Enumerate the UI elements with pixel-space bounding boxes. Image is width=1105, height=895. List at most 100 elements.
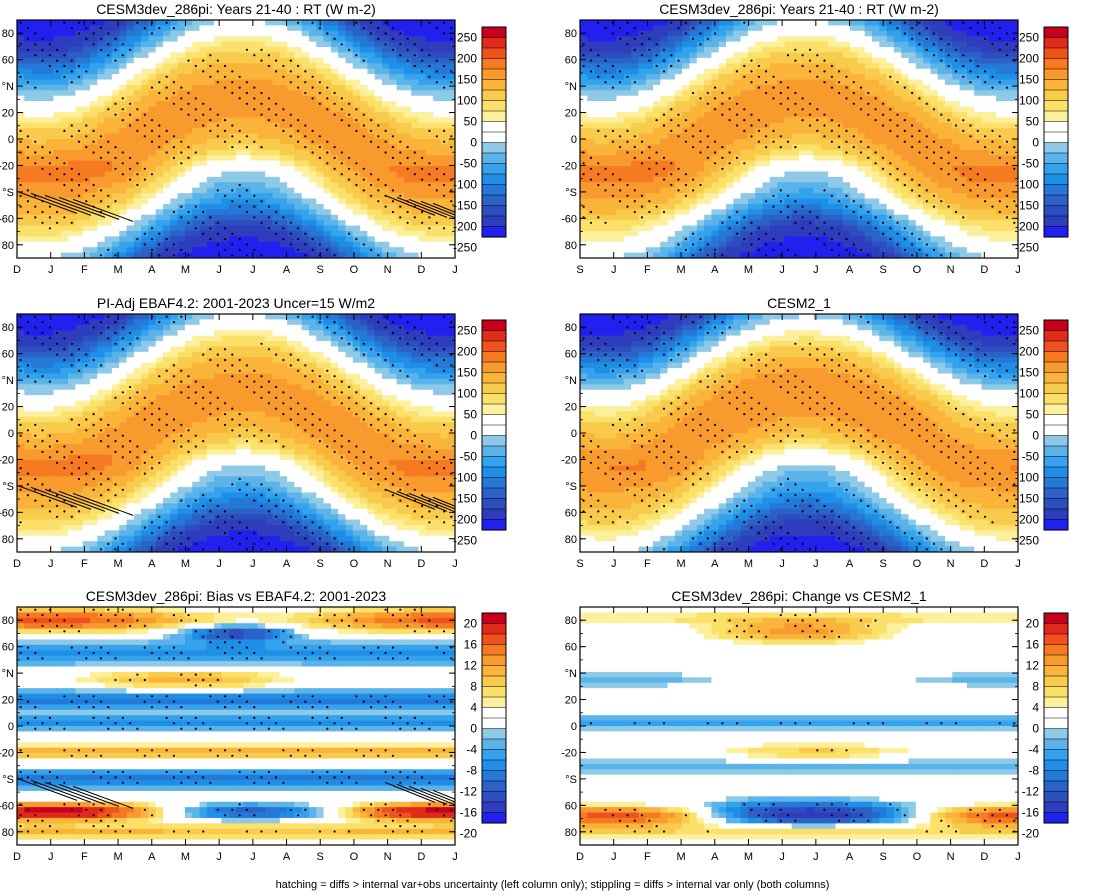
heatmap-cell <box>316 128 325 135</box>
heatmap-cell <box>440 117 449 124</box>
heatmap-cell <box>674 225 683 232</box>
heatmap-cell <box>769 106 778 113</box>
heatmap-cell <box>177 176 186 183</box>
heatmap-cell <box>762 139 771 146</box>
heatmap-cell <box>850 20 858 27</box>
heatmap-cell <box>126 171 135 178</box>
heatmap-cell <box>718 182 727 189</box>
heatmap-cell <box>367 57 376 64</box>
colorbar-swatch <box>481 163 507 175</box>
heatmap-cell <box>447 182 455 189</box>
stipple-dot <box>391 200 394 203</box>
heatmap-cell <box>345 225 354 232</box>
heatmap-cell <box>265 36 274 43</box>
heatmap-cell <box>243 214 252 221</box>
heatmap-cell <box>674 247 683 254</box>
heatmap-cell <box>17 101 25 108</box>
heatmap-cell <box>777 36 785 43</box>
heatmap-cell <box>221 176 230 183</box>
heatmap-cell <box>68 198 76 205</box>
stipple-dot <box>370 119 373 122</box>
stipple-dot <box>194 108 197 111</box>
heatmap-cell <box>177 230 186 237</box>
heatmap-cell <box>418 139 427 146</box>
heatmap-cell <box>601 209 610 216</box>
heatmap-cell <box>279 57 288 64</box>
stipple-dot <box>216 232 219 235</box>
heatmap-cell <box>272 171 281 178</box>
heatmap-cell <box>184 122 193 129</box>
stipple-dot <box>209 108 212 111</box>
heatmap-cell <box>828 122 837 129</box>
heatmap-cell <box>68 214 76 221</box>
colorbar-swatch <box>481 142 507 154</box>
heatmap-cell <box>82 155 91 162</box>
stipple-dot <box>340 97 343 100</box>
heatmap-cell <box>374 68 383 75</box>
heatmap-cell <box>674 139 683 146</box>
heatmap-cell <box>447 47 455 54</box>
heatmap-cell <box>236 30 244 37</box>
heatmap-cell <box>755 166 764 173</box>
heatmap-cell <box>257 176 266 183</box>
heatmap-cell <box>97 171 106 178</box>
heatmap-cell <box>133 36 142 43</box>
heatmap-cell <box>425 236 434 243</box>
heatmap-cell <box>609 41 618 48</box>
stipple-dot <box>150 238 154 241</box>
heatmap-cell <box>163 230 171 237</box>
heatmap-cell <box>75 36 84 43</box>
heatmap-cell <box>711 155 720 162</box>
stipple-dot <box>311 129 314 132</box>
heatmap-cell <box>813 193 822 200</box>
heatmap-cell <box>221 198 230 205</box>
heatmap-cell <box>740 166 749 173</box>
heatmap-cell <box>199 182 208 189</box>
heatmap-cell <box>177 36 186 43</box>
heatmap-cell <box>609 57 618 64</box>
heatmap-cell <box>155 57 164 64</box>
heatmap-cell <box>418 171 427 178</box>
heatmap-cell <box>352 230 361 237</box>
stipple-dot <box>289 113 292 116</box>
heatmap-cell <box>279 203 288 210</box>
heatmap-cell <box>75 214 84 221</box>
heatmap-cell <box>17 90 25 97</box>
heatmap-cell <box>250 236 259 243</box>
heatmap-cell <box>638 25 647 32</box>
heatmap-cell <box>667 203 676 210</box>
heatmap-cell <box>433 101 441 108</box>
heatmap-cell <box>360 117 368 124</box>
colorbar-label: -150 <box>453 199 477 213</box>
heatmap-cell <box>733 236 742 243</box>
stipple-dot <box>370 21 373 24</box>
heatmap-cell <box>835 182 844 189</box>
heatmap-cell <box>653 74 661 81</box>
heatmap-cell <box>104 128 113 135</box>
heatmap-cell <box>616 122 625 129</box>
heatmap-cell <box>228 160 237 167</box>
heatmap-cell <box>265 30 274 37</box>
heatmap-cell <box>184 198 193 205</box>
heatmap-cell <box>184 230 193 237</box>
heatmap-cell <box>38 95 47 102</box>
heatmap-cell <box>24 214 33 221</box>
heatmap-cell <box>338 241 347 248</box>
heatmap-cell <box>309 117 317 124</box>
heatmap-cell <box>265 79 274 86</box>
heatmap-cell <box>389 236 398 243</box>
heatmap-cell <box>411 84 420 91</box>
stipple-dot <box>391 135 394 138</box>
heatmap-cell <box>601 101 610 108</box>
heatmap-cell <box>616 74 625 81</box>
heatmap-cell <box>674 36 683 43</box>
heatmap-cell <box>689 47 698 54</box>
heatmap-cell <box>184 63 193 70</box>
stipple-dot <box>34 43 37 46</box>
heatmap-cell <box>580 128 588 135</box>
heatmap-cell <box>301 220 310 227</box>
heatmap-cell <box>53 247 62 254</box>
heatmap-cell <box>835 187 844 194</box>
heatmap-cell <box>711 252 720 258</box>
heatmap-cell <box>104 117 113 124</box>
